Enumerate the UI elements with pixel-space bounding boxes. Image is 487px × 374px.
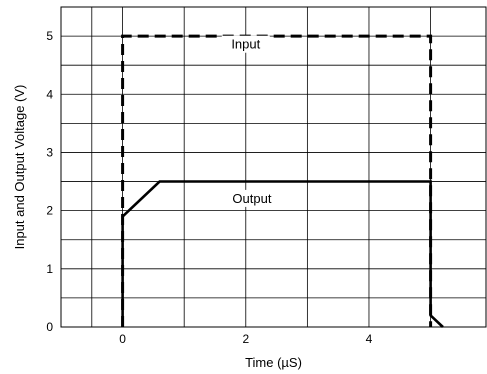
annotation-input: Input <box>231 37 260 52</box>
annotation-output: Output <box>232 191 271 206</box>
grid-lines <box>61 7 486 327</box>
y-tick-label: 2 <box>46 204 53 218</box>
y-tick-label: 3 <box>46 145 53 159</box>
y-tick-label: 0 <box>46 320 53 334</box>
x-tick-label: 0 <box>119 332 126 346</box>
y-tick-label: 4 <box>46 87 53 101</box>
annotations: Input Output <box>221 35 276 207</box>
input-series-line <box>121 34 433 327</box>
tick-labels: 0 2 4 0 1 2 3 4 5 <box>46 29 372 346</box>
y-axis-label: Input and Output Voltage (V) <box>12 85 27 250</box>
output-series-line <box>121 180 444 328</box>
x-axis-label: Time (µS) <box>245 355 302 370</box>
annotation-background <box>221 35 270 53</box>
series-lines <box>121 34 444 328</box>
x-tick-label: 4 <box>366 332 373 346</box>
y-tick-label: 5 <box>46 29 53 43</box>
annotation-background <box>227 189 276 207</box>
y-tick-label: 1 <box>46 262 53 276</box>
x-tick-label: 2 <box>242 332 249 346</box>
plot-frame <box>60 6 487 328</box>
